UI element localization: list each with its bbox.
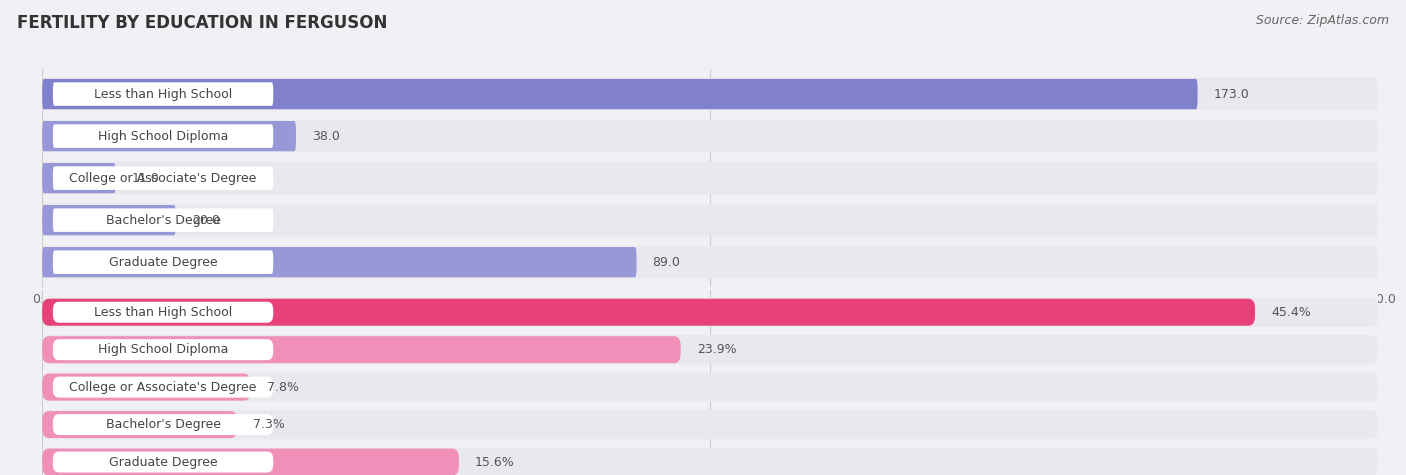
Text: 11.0: 11.0: [132, 171, 159, 185]
Text: Source: ZipAtlas.com: Source: ZipAtlas.com: [1256, 14, 1389, 27]
FancyBboxPatch shape: [42, 163, 115, 193]
FancyBboxPatch shape: [53, 339, 273, 360]
FancyBboxPatch shape: [42, 299, 1256, 326]
FancyBboxPatch shape: [42, 411, 238, 438]
Text: 89.0: 89.0: [652, 256, 681, 269]
Text: FERTILITY BY EDUCATION IN FERGUSON: FERTILITY BY EDUCATION IN FERGUSON: [17, 14, 387, 32]
Text: 7.8%: 7.8%: [267, 380, 298, 394]
FancyBboxPatch shape: [42, 298, 1378, 327]
FancyBboxPatch shape: [42, 372, 1378, 402]
FancyBboxPatch shape: [42, 335, 1378, 364]
FancyBboxPatch shape: [53, 414, 273, 435]
FancyBboxPatch shape: [42, 205, 176, 235]
FancyBboxPatch shape: [42, 162, 1378, 195]
FancyBboxPatch shape: [53, 452, 273, 473]
Text: 23.9%: 23.9%: [696, 343, 737, 356]
Text: Less than High School: Less than High School: [94, 87, 232, 101]
Text: 7.3%: 7.3%: [253, 418, 285, 431]
FancyBboxPatch shape: [42, 204, 1378, 237]
FancyBboxPatch shape: [42, 120, 1378, 152]
FancyBboxPatch shape: [42, 247, 637, 277]
FancyBboxPatch shape: [53, 124, 273, 148]
Text: 38.0: 38.0: [312, 130, 340, 142]
FancyBboxPatch shape: [42, 79, 1198, 109]
Text: College or Associate's Degree: College or Associate's Degree: [69, 380, 257, 394]
FancyBboxPatch shape: [53, 82, 273, 106]
Text: Graduate Degree: Graduate Degree: [108, 256, 218, 269]
Text: Less than High School: Less than High School: [94, 306, 232, 319]
FancyBboxPatch shape: [42, 336, 681, 363]
FancyBboxPatch shape: [42, 448, 458, 475]
FancyBboxPatch shape: [53, 250, 273, 274]
FancyBboxPatch shape: [42, 246, 1378, 278]
Text: Bachelor's Degree: Bachelor's Degree: [105, 418, 221, 431]
Text: College or Associate's Degree: College or Associate's Degree: [69, 171, 257, 185]
FancyBboxPatch shape: [53, 166, 273, 190]
Text: 15.6%: 15.6%: [475, 456, 515, 468]
Text: Graduate Degree: Graduate Degree: [108, 456, 218, 468]
Text: 20.0: 20.0: [191, 214, 219, 227]
FancyBboxPatch shape: [42, 410, 1378, 439]
FancyBboxPatch shape: [53, 302, 273, 323]
FancyBboxPatch shape: [42, 447, 1378, 475]
FancyBboxPatch shape: [42, 374, 250, 400]
FancyBboxPatch shape: [53, 209, 273, 232]
FancyBboxPatch shape: [42, 121, 295, 151]
Text: 173.0: 173.0: [1213, 87, 1250, 101]
Text: High School Diploma: High School Diploma: [98, 130, 228, 142]
FancyBboxPatch shape: [53, 377, 273, 398]
Text: High School Diploma: High School Diploma: [98, 343, 228, 356]
Text: 45.4%: 45.4%: [1271, 306, 1310, 319]
Text: Bachelor's Degree: Bachelor's Degree: [105, 214, 221, 227]
FancyBboxPatch shape: [42, 78, 1378, 111]
